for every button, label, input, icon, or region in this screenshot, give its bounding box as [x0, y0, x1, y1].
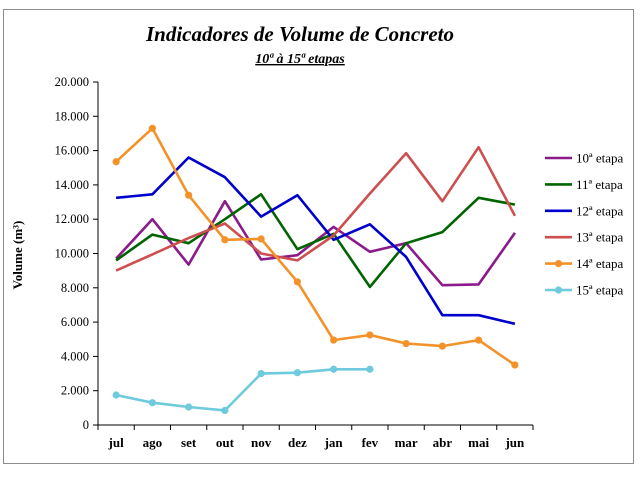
y-tick-label: 12.000	[55, 212, 89, 226]
legend-item: 12ª etapa	[545, 203, 623, 218]
data-point	[257, 369, 265, 378]
series-layer	[112, 124, 519, 415]
chart-subtitle: 10ª à 15ª etapas	[255, 52, 345, 67]
data-point	[148, 124, 156, 132]
data-point	[221, 406, 229, 415]
data-point	[511, 361, 519, 369]
data-point	[475, 336, 483, 344]
legend-marker	[554, 260, 563, 268]
series-line	[115, 193, 516, 289]
x-tick-label: mar	[395, 435, 418, 450]
legend: 10ª etapa 11ª etapa 12ª etapa 13ª etapa 14ª …	[545, 151, 623, 298]
data-point	[330, 336, 338, 344]
data-point	[293, 278, 301, 286]
data-point	[185, 403, 193, 411]
y-tick-label: 6.000	[61, 315, 89, 329]
series-6	[112, 365, 374, 415]
data-point	[112, 158, 120, 166]
data-point	[293, 369, 301, 377]
legend-item: 11ª etapa	[545, 177, 623, 192]
legend-marker	[554, 286, 563, 294]
y-tick-label: 14.000	[55, 178, 89, 192]
chart-title: Indicadores de Volume de Concreto	[145, 22, 454, 46]
y-tick-label: 20.000	[55, 75, 89, 89]
series-4	[115, 145, 517, 272]
series-line	[115, 367, 370, 412]
x-tick-label: jan	[324, 435, 344, 450]
legend-label: 15ª etapa	[576, 283, 623, 298]
x-tick-label: out	[216, 435, 235, 450]
x-tick-label: abr	[433, 435, 453, 450]
data-point	[438, 342, 446, 350]
series-line	[115, 156, 516, 326]
legend-item: 14ª etapa	[545, 256, 623, 271]
legend-label: 14ª etapa	[576, 256, 623, 271]
data-point	[330, 365, 338, 373]
series-2	[115, 193, 516, 289]
y-tick-label: 18.000	[55, 109, 89, 123]
x-tick-label: ago	[143, 435, 163, 450]
series-line	[115, 127, 516, 367]
x-tick-label: jun	[504, 435, 525, 450]
data-point	[257, 235, 265, 243]
x-tick-label: set	[181, 435, 197, 450]
y-tick-label: 8.000	[61, 281, 89, 295]
x-tick-label: mai	[468, 435, 489, 450]
data-point	[366, 365, 374, 373]
x-axis: jul ago set out nov dez jan fev mar abr mai jun	[97, 424, 534, 450]
y-tick-label: 10.000	[55, 247, 89, 261]
legend-label: 10ª etapa	[576, 151, 623, 166]
legend-label: 12ª etapa	[576, 203, 623, 218]
y-tick-label: 16.000	[55, 144, 89, 158]
legend-item: 13ª etapa	[545, 230, 623, 245]
series-5	[112, 124, 519, 369]
series-3	[115, 156, 516, 326]
legend-label: 13ª etapa	[576, 230, 623, 245]
series-line	[115, 145, 517, 272]
x-tick-label: nov	[251, 435, 272, 450]
y-tick-label: 4.000	[61, 349, 89, 363]
y-tick-label: 0	[83, 418, 89, 432]
data-point	[148, 399, 156, 407]
y-axis: 0 2.000 4.000 6.000 8.000 10.000 12.000 14.000 1…	[55, 75, 99, 432]
y-tick-label: 2.000	[61, 384, 89, 398]
x-tick-label: dez	[288, 435, 307, 450]
y-axis-label: Volume (m³)	[10, 221, 25, 290]
chart-frame	[3, 9, 634, 464]
data-point	[366, 331, 374, 339]
legend-label: 11ª etapa	[576, 177, 623, 192]
data-point	[112, 391, 120, 399]
x-tick-label: jul	[108, 435, 125, 450]
legend-item: 10ª etapa	[545, 151, 623, 166]
legend-item: 15ª etapa	[545, 283, 623, 298]
x-tick-label: fev	[362, 435, 379, 450]
data-point	[402, 339, 410, 348]
data-point	[185, 191, 193, 199]
data-point	[221, 236, 229, 244]
